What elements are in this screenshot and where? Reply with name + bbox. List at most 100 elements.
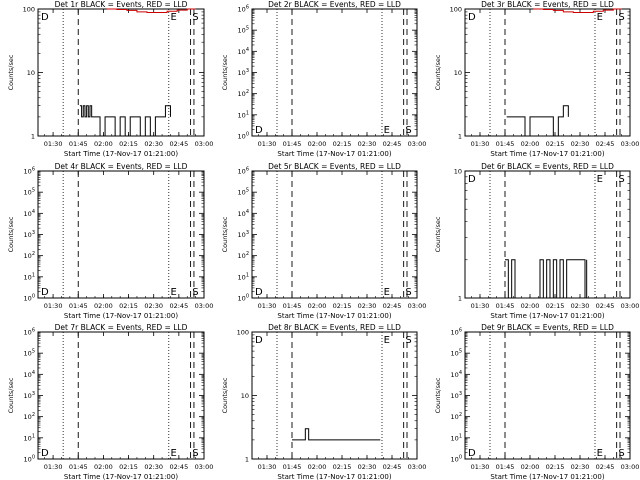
y-tick-label: 104	[451, 370, 462, 379]
flag-s: S	[192, 12, 198, 23]
x-tick-label: 02:15	[333, 463, 352, 471]
x-tick-label: 01:30	[258, 302, 277, 310]
y-tick-label: 101	[451, 433, 462, 442]
flag-d: D	[41, 448, 49, 459]
y-tick-label: 105	[451, 349, 462, 358]
y-tick-label: 100	[238, 294, 249, 303]
y-tick-label: 103	[238, 68, 249, 77]
x-tick-label: 02:00	[521, 302, 540, 310]
y-tick-label: 100	[23, 6, 35, 14]
panel-2: Det 2r BLACK = Events, RED = LLD 01:30 01:…	[221, 0, 426, 158]
y-tick-label: 101	[24, 433, 35, 442]
flag-s: S	[618, 12, 624, 23]
flag-d: D	[255, 335, 263, 346]
y-tick-label: 101	[238, 272, 249, 281]
panel-1: Det 1r BLACK = Events, RED = LLD 01:30 01:…	[7, 0, 213, 158]
panel-6: Det 6r BLACK = Events, RED = LLD 01:30 01:…	[434, 162, 639, 320]
panel-title: Det 3r BLACK = Events, RED = LLD	[481, 0, 614, 9]
x-tick-label: 01:45	[283, 302, 302, 310]
panel-title: Det 5r BLACK = Events, RED = LLD	[268, 162, 401, 171]
x-axis-label: Start Time (17-Nov-17 01:21:00)	[490, 150, 604, 158]
y-tick-label: 106	[238, 167, 249, 176]
x-tick-label: 02:30	[144, 463, 163, 471]
y-axis-label: Counts/sec	[221, 377, 229, 413]
panel-4: Det 4r BLACK = Events, RED = LLD 01:30 01:…	[7, 162, 213, 320]
flag-s: S	[192, 287, 198, 298]
x-tick-label: 03:00	[195, 463, 214, 471]
x-tick-label: 02:45	[383, 302, 402, 310]
y-tick-label: 10	[27, 69, 35, 77]
x-tick-label: 02:00	[521, 463, 540, 471]
x-tick-label: 01:45	[496, 140, 515, 148]
x-tick-label: 02:15	[119, 463, 138, 471]
panel-9: Det 9r BLACK = Events, RED = LLD 01:30 01:…	[434, 323, 639, 480]
x-tick-label: 03:00	[195, 302, 214, 310]
x-tick-label: 02:45	[596, 302, 615, 310]
flag-d: D	[255, 125, 263, 136]
x-tick-label: 01:45	[69, 463, 88, 471]
x-tick-label: 01:45	[283, 463, 302, 471]
flag-d: D	[468, 174, 476, 185]
y-tick-label: 103	[24, 391, 35, 400]
y-tick-label: 106	[238, 5, 249, 14]
x-axis-label: Start Time (17-Nov-17 01:21:00)	[277, 150, 391, 158]
x-tick-label: 02:15	[333, 140, 352, 148]
flag-e: E	[597, 12, 603, 23]
y-tick-label: 10	[454, 69, 462, 77]
x-tick-label: 01:30	[44, 302, 63, 310]
flag-d: D	[468, 12, 476, 23]
x-axis-label: Start Time (17-Nov-17 01:21:00)	[277, 473, 391, 480]
x-tick-label: 02:30	[144, 302, 163, 310]
x-tick-label: 02:00	[308, 463, 327, 471]
flag-e: E	[170, 287, 176, 298]
panel-5: Det 5r BLACK = Events, RED = LLD 01:30 01:…	[221, 162, 426, 320]
x-tick-label: 01:45	[69, 140, 88, 148]
flag-e: E	[597, 448, 603, 459]
y-tick-label: 10	[241, 392, 249, 400]
flag-s: S	[405, 125, 411, 136]
panel-3: Det 3r BLACK = Events, RED = LLD 01:30 01:…	[434, 0, 639, 158]
x-tick-label: 02:45	[596, 463, 615, 471]
y-tick-label: 104	[238, 209, 249, 218]
y-tick-label: 100	[24, 455, 35, 464]
y-tick-label: 1	[458, 295, 462, 303]
x-tick-label: 01:45	[496, 463, 515, 471]
x-tick-label: 03:00	[621, 463, 640, 471]
series-events-line	[506, 105, 569, 137]
x-axis-label: Start Time (17-Nov-17 01:21:00)	[64, 312, 178, 320]
x-tick-label: 02:45	[383, 140, 402, 148]
panel-title: Det 2r BLACK = Events, RED = LLD	[268, 0, 401, 9]
x-axis-label: Start Time (17-Nov-17 01:21:00)	[64, 473, 178, 480]
y-tick-label: 102	[238, 251, 249, 260]
x-axis-label: Start Time (17-Nov-17 01:21:00)	[490, 312, 604, 320]
x-tick-label: 01:30	[471, 140, 490, 148]
y-tick-label: 105	[24, 188, 35, 197]
x-tick-label: 02:45	[596, 140, 615, 148]
x-tick-label: 03:00	[621, 140, 640, 148]
x-tick-label: 02:00	[94, 463, 113, 471]
x-tick-label: 02:45	[169, 302, 188, 310]
flag-e: E	[170, 448, 176, 459]
x-tick-label: 02:15	[546, 302, 565, 310]
y-tick-label: 100	[24, 294, 35, 303]
plot-frame	[464, 170, 631, 299]
flag-d: D	[41, 12, 49, 23]
y-tick-label: 105	[238, 188, 249, 197]
x-tick-label: 02:30	[358, 302, 377, 310]
x-tick-label: 03:00	[408, 140, 427, 148]
flag-e: E	[384, 287, 390, 298]
panel-7: Det 7r BLACK = Events, RED = LLD 01:30 01:…	[7, 323, 213, 480]
x-tick-label: 02:15	[546, 140, 565, 148]
x-tick-label: 01:30	[44, 463, 63, 471]
y-tick-label: 100	[450, 6, 462, 14]
x-tick-label: 03:00	[195, 140, 214, 148]
y-axis-label: Counts/sec	[221, 216, 229, 252]
y-tick-label: 105	[24, 349, 35, 358]
x-tick-label: 02:30	[571, 463, 590, 471]
y-tick-label: 10	[454, 168, 462, 176]
x-tick-label: 03:00	[408, 463, 427, 471]
x-tick-label: 01:30	[471, 302, 490, 310]
x-tick-label: 01:45	[283, 140, 302, 148]
x-tick-label: 02:00	[521, 140, 540, 148]
y-tick-label: 103	[24, 230, 35, 239]
